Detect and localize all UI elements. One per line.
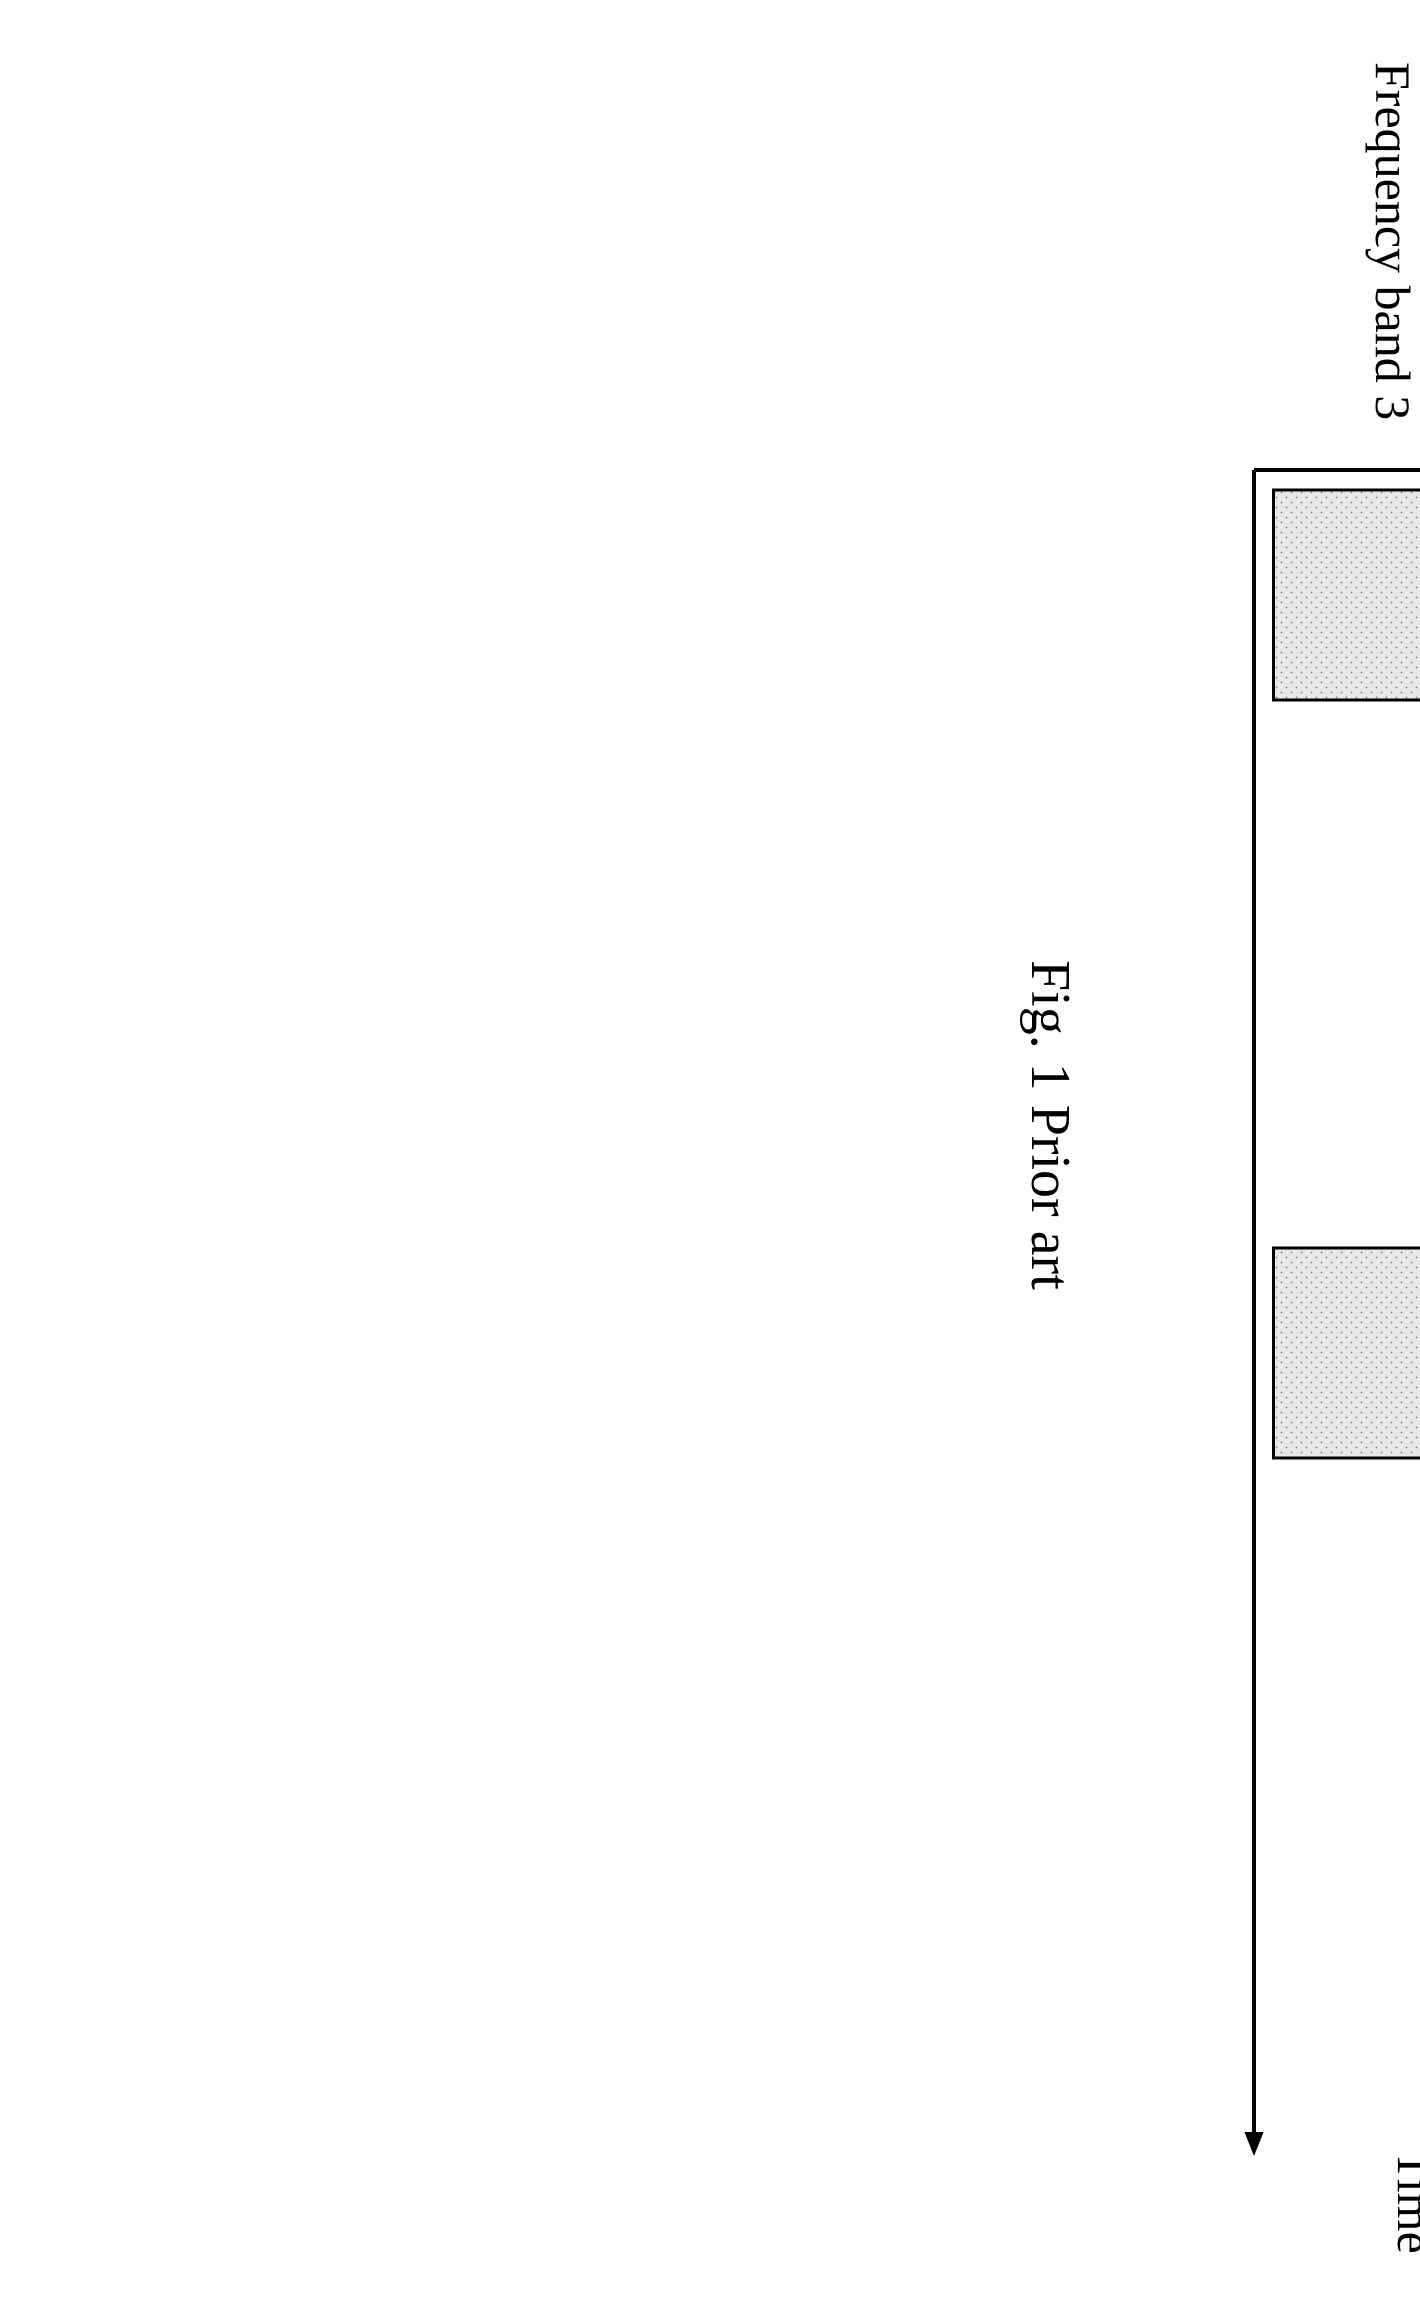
figure-container: Frequency band Time Frequency band 1 Fre…: [894, 0, 1420, 2314]
diagram-svg: [894, 0, 1420, 2314]
